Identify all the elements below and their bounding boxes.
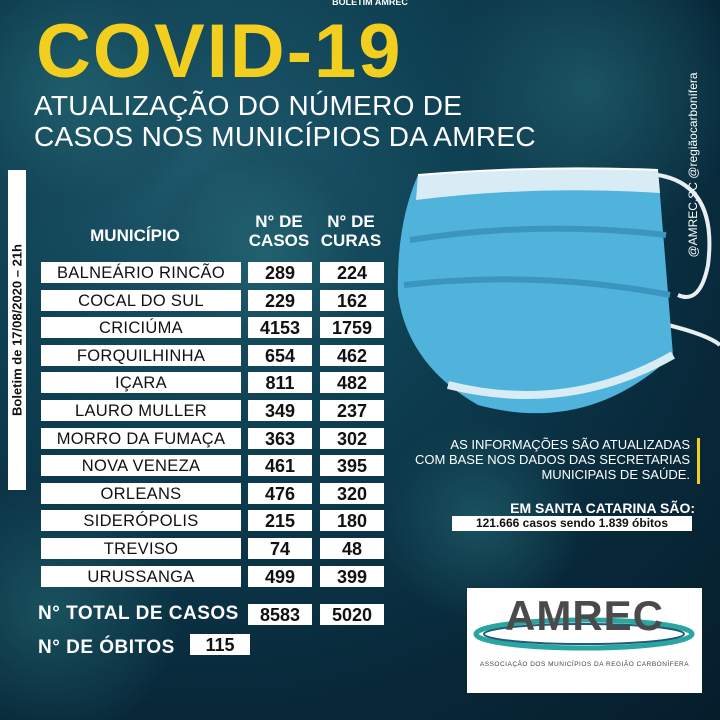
municipio-cell: LAURO MULLER xyxy=(41,400,241,421)
boletim-date: Boletim de 17/08/2020 – 21h xyxy=(9,244,25,416)
header-curas-line1: N° DE xyxy=(327,212,375,231)
casos-cell: 811 xyxy=(248,372,312,393)
boletim-sidebar: Boletim de 17/08/2020 – 21h xyxy=(8,170,26,490)
info-line-2: COM BASE NOS DADOS DAS SECRETARIAS xyxy=(415,452,690,467)
curas-cell: 180 xyxy=(320,510,384,531)
casos-cell: 476 xyxy=(248,483,312,504)
curas-cell: 162 xyxy=(320,290,384,311)
header-casos: N° DE CASOS xyxy=(244,212,314,250)
total-casos-value: 8583 xyxy=(248,604,312,625)
logo-swoosh-icon xyxy=(473,617,695,651)
header-curas: N° DE CURAS xyxy=(316,212,386,250)
casos-cell: 499 xyxy=(248,566,312,587)
casos-cell: 229 xyxy=(248,290,312,311)
info-line-1: AS INFORMAÇÕES SÃO ATUALIZADAS xyxy=(450,437,690,452)
curas-cell: 395 xyxy=(320,455,384,476)
total-casos-label: N° TOTAL DE CASOS xyxy=(38,603,239,624)
page-subtitle: ATUALIZAÇÃO DO NÚMERO DE CASOS NOS MUNIC… xyxy=(34,90,536,152)
curas-cell: 48 xyxy=(320,538,384,559)
total-curas-value: 5020 xyxy=(320,604,384,625)
santa-catarina-value: 121.666 casos sendo 1.839 óbitos xyxy=(452,516,692,531)
curas-cell: 399 xyxy=(320,566,384,587)
municipio-cell: MORRO DA FUMAÇA xyxy=(41,428,241,449)
municipio-cell: IÇARA xyxy=(41,372,241,393)
municipio-cell: SIDERÓPOLIS xyxy=(41,510,241,531)
municipio-cell: ORLEANS xyxy=(41,483,241,504)
curas-cell: 1759 xyxy=(320,317,384,338)
amrec-logo: AMREC ASSOCIAÇÃO DOS MUNICÍPIOS DA REGIÃ… xyxy=(467,588,702,693)
municipio-cell: COCAL DO SUL xyxy=(41,290,241,311)
top-strip: BOLETIM AMREC xyxy=(332,0,408,6)
curas-cell: 320 xyxy=(320,483,384,504)
info-line-3: MUNICIPAIS DE SAÚDE. xyxy=(541,467,690,482)
municipio-cell: FORQUILHINHA xyxy=(41,345,241,366)
municipio-cell: URUSSANGA xyxy=(41,566,241,587)
municipio-cell: TREVISO xyxy=(41,538,241,559)
municipio-cell: BALNEÁRIO RINCÃO xyxy=(41,262,241,283)
info-text: AS INFORMAÇÕES SÃO ATUALIZADAS COM BASE … xyxy=(390,437,690,482)
casos-cell: 363 xyxy=(248,428,312,449)
header-casos-line1: N° DE xyxy=(255,212,303,231)
subtitle-line-1: ATUALIZAÇÃO DO NÚMERO DE xyxy=(34,90,463,121)
curas-cell: 224 xyxy=(320,262,384,283)
casos-cell: 74 xyxy=(248,538,312,559)
curas-cell: 237 xyxy=(320,400,384,421)
obitos-value: 115 xyxy=(190,634,250,655)
header-curas-line2: CURAS xyxy=(320,231,382,250)
casos-cell: 215 xyxy=(248,510,312,531)
page-title: COVID-19 xyxy=(36,9,403,94)
curas-cell: 462 xyxy=(320,345,384,366)
santa-catarina-title: EM SANTA CATARINA SÃO: xyxy=(510,500,695,516)
subtitle-line-2: CASOS NOS MUNICÍPIOS DA AMREC xyxy=(34,121,536,152)
casos-cell: 4153 xyxy=(248,317,312,338)
municipio-cell: CRICIÚMA xyxy=(41,317,241,338)
info-accent-bar xyxy=(697,438,700,484)
header-municipio: MUNICÍPIO xyxy=(90,226,180,245)
obitos-label: N° DE ÓBITOS xyxy=(38,637,175,658)
casos-cell: 289 xyxy=(248,262,312,283)
logo-subtitle: ASSOCIAÇÃO DOS MUNICÍPIOS DA REGIÃO CARB… xyxy=(479,661,690,668)
municipio-cell: NOVA VENEZA xyxy=(41,455,241,476)
logo-name: AMREC xyxy=(505,592,664,639)
casos-cell: 654 xyxy=(248,345,312,366)
casos-cell: 461 xyxy=(248,455,312,476)
curas-cell: 482 xyxy=(320,372,384,393)
curas-cell: 302 xyxy=(320,428,384,449)
face-mask-illustration xyxy=(397,167,720,414)
casos-cell: 349 xyxy=(248,400,312,421)
header-casos-line2: CASOS xyxy=(248,231,310,250)
